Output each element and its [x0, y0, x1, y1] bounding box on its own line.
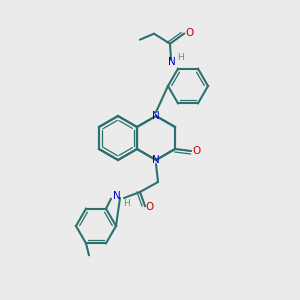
Text: H: H — [123, 200, 129, 208]
Text: N: N — [152, 111, 160, 121]
Text: O: O — [185, 28, 193, 38]
Text: N: N — [113, 191, 121, 201]
Text: N: N — [168, 57, 176, 67]
Text: O: O — [192, 146, 200, 156]
Text: O: O — [146, 202, 154, 212]
Text: H: H — [178, 53, 184, 62]
Text: N: N — [152, 155, 160, 165]
